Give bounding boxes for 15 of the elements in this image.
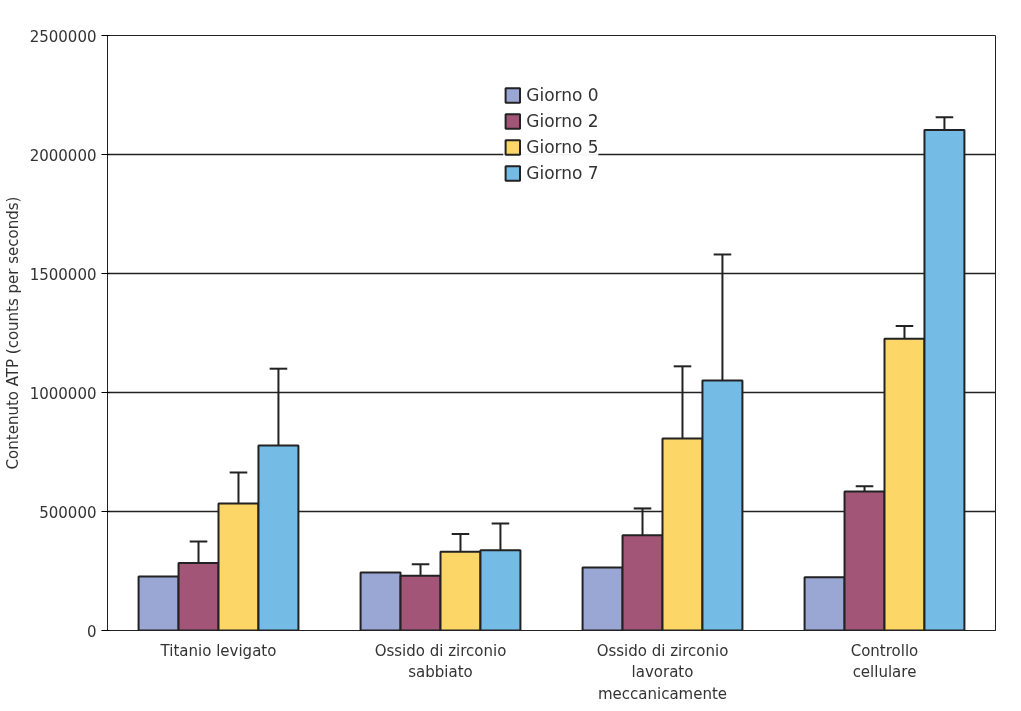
legend-label: Giorno 0 xyxy=(526,85,599,105)
legend-label: Giorno 2 xyxy=(526,111,599,131)
y-axis-title: Contenuto ATP (counts per seconds) xyxy=(3,196,22,470)
x-tick-label: Ossido di zirconio sabbiato xyxy=(374,641,507,682)
x-tick-label: Ossido di zirconio lavorato meccanicamente xyxy=(596,641,729,703)
y-tick-label: 0 xyxy=(86,622,97,641)
x-tick-label: Titanio levigato xyxy=(159,641,277,660)
y-tick-label: 2500000 xyxy=(29,27,97,46)
y-tick-label: 1500000 xyxy=(29,265,97,284)
x-tick-label: Controllo cellulare xyxy=(850,641,919,682)
y-tick-label: 1000000 xyxy=(29,384,97,403)
y-tick-label: 500000 xyxy=(39,503,97,522)
legend-label: Giorno 5 xyxy=(526,137,599,157)
legend-label: Giorno 7 xyxy=(526,163,599,183)
y-tick-label: 2000000 xyxy=(29,146,97,165)
